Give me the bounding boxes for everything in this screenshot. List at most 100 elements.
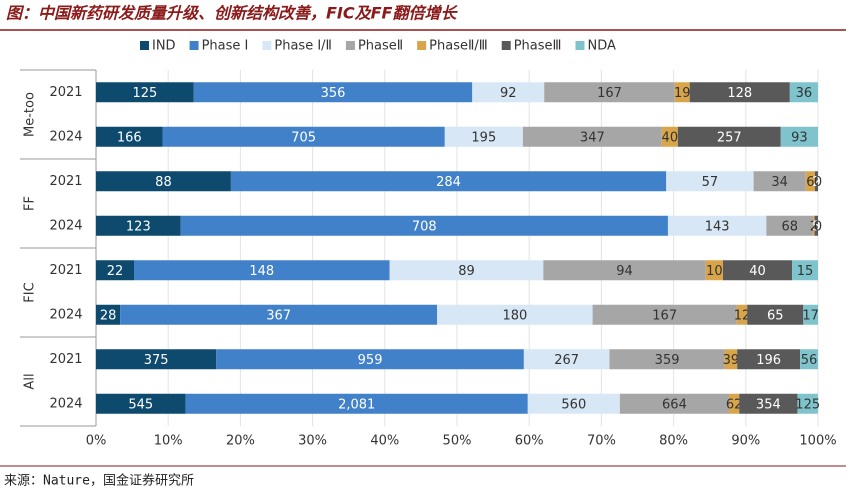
legend-label: NDA (588, 39, 617, 54)
bar-segment (96, 82, 194, 103)
bar-segment (389, 260, 544, 281)
bar-segment (747, 304, 804, 325)
data-label: 359 (655, 353, 680, 368)
bar-segment (472, 82, 545, 103)
group-label: All (23, 373, 38, 389)
bar-segment (661, 126, 678, 147)
data-label: 148 (249, 264, 274, 279)
legend-swatch (189, 41, 199, 50)
data-label: 128 (727, 86, 752, 101)
data-label: 166 (117, 130, 142, 145)
bar-segment (522, 126, 662, 147)
bar-segment (216, 349, 524, 370)
legend-label: PhaseⅡ (358, 39, 403, 54)
legend-label: Phase Ⅰ/Ⅱ (274, 39, 332, 54)
y-tick-label: 2024 (49, 218, 82, 233)
bar-segment (705, 260, 723, 281)
x-tick-label: 90% (731, 434, 760, 449)
bar-segment (185, 393, 528, 414)
x-tick-label: 50% (443, 434, 472, 449)
data-label: 257 (717, 130, 742, 145)
data-label: 354 (756, 397, 781, 412)
data-label: 705 (291, 130, 316, 145)
bar-segment (180, 215, 668, 236)
legend-label: IND (152, 39, 176, 54)
legend-label: PhaseⅢ (514, 39, 562, 54)
bar-segment (134, 260, 390, 281)
bar-segment (780, 126, 818, 147)
data-label: 36 (796, 86, 813, 101)
data-label: 94 (616, 264, 633, 279)
data-label: 560 (561, 397, 586, 412)
y-tick-label: 2021 (49, 174, 82, 189)
bar-segment (527, 393, 620, 414)
bar-segment (543, 260, 706, 281)
data-label: 708 (412, 219, 437, 234)
data-label: 40 (662, 130, 679, 145)
bar-segment (96, 260, 134, 281)
legend-label: PhaseⅡ/Ⅲ (429, 39, 488, 54)
bar-segment (619, 393, 730, 414)
data-label: 267 (554, 353, 579, 368)
data-label: 284 (436, 175, 461, 190)
bar-segment (766, 215, 814, 236)
bar-segment (437, 304, 593, 325)
data-label: 56 (801, 353, 818, 368)
bar-segment (800, 349, 818, 370)
data-label: 68 (782, 219, 799, 234)
data-label: 65 (767, 308, 784, 323)
bar-segment (814, 215, 818, 236)
data-label: 664 (662, 397, 687, 412)
bar-segment (689, 82, 790, 103)
group-label: FIC (23, 282, 38, 302)
legend-swatch (501, 41, 511, 50)
x-tick-label: 100% (799, 434, 836, 449)
y-tick-label: 2021 (49, 263, 82, 278)
data-label: 6 (806, 175, 814, 190)
data-label: 180 (502, 308, 527, 323)
group-label: FF (23, 196, 38, 211)
group-label: Me-too (23, 92, 38, 137)
bar-segment (609, 349, 725, 370)
data-label: 196 (756, 353, 781, 368)
bar-segment (96, 215, 181, 236)
data-label: 22 (107, 264, 124, 279)
data-label: 545 (128, 397, 153, 412)
bar-segment (523, 349, 610, 370)
chart-title: 图：中国新药研发质量升级、创新结构改善，FIC及FF翻倍增长 (6, 4, 458, 23)
data-label: 88 (155, 175, 172, 190)
legend-swatch (575, 41, 585, 50)
data-label: 5 (812, 219, 820, 234)
data-label: 167 (652, 308, 677, 323)
source-note: 来源：Nature，国金证券研究所 (4, 473, 194, 489)
data-label: 356 (321, 86, 346, 101)
x-tick-label: 80% (659, 434, 688, 449)
bar-segment (120, 304, 438, 325)
y-tick-label: 2021 (49, 85, 82, 100)
bar-segment (724, 349, 738, 370)
bar-segment (792, 260, 818, 281)
data-label: 0 (814, 175, 822, 190)
data-label: 19 (674, 86, 691, 101)
data-label: 347 (580, 130, 605, 145)
data-label: 93 (791, 130, 808, 145)
bar-segment (96, 393, 186, 414)
bar-segment (797, 393, 818, 414)
data-label: 10 (706, 264, 723, 279)
data-label: 2,081 (338, 397, 375, 412)
data-label: 959 (358, 353, 383, 368)
x-tick-label: 60% (515, 434, 544, 449)
bar-segment (814, 171, 818, 192)
bar-segment (677, 126, 781, 147)
data-label: 92 (500, 86, 517, 101)
data-label: 89 (458, 264, 475, 279)
bar-segment (753, 171, 806, 192)
bar-segment (789, 82, 818, 103)
x-tick-label: 20% (226, 434, 255, 449)
bar-segment (96, 304, 121, 325)
data-label: 15 (797, 264, 814, 279)
bar-segment (666, 171, 754, 192)
bar-segment (162, 126, 445, 147)
bar-segment (736, 304, 748, 325)
